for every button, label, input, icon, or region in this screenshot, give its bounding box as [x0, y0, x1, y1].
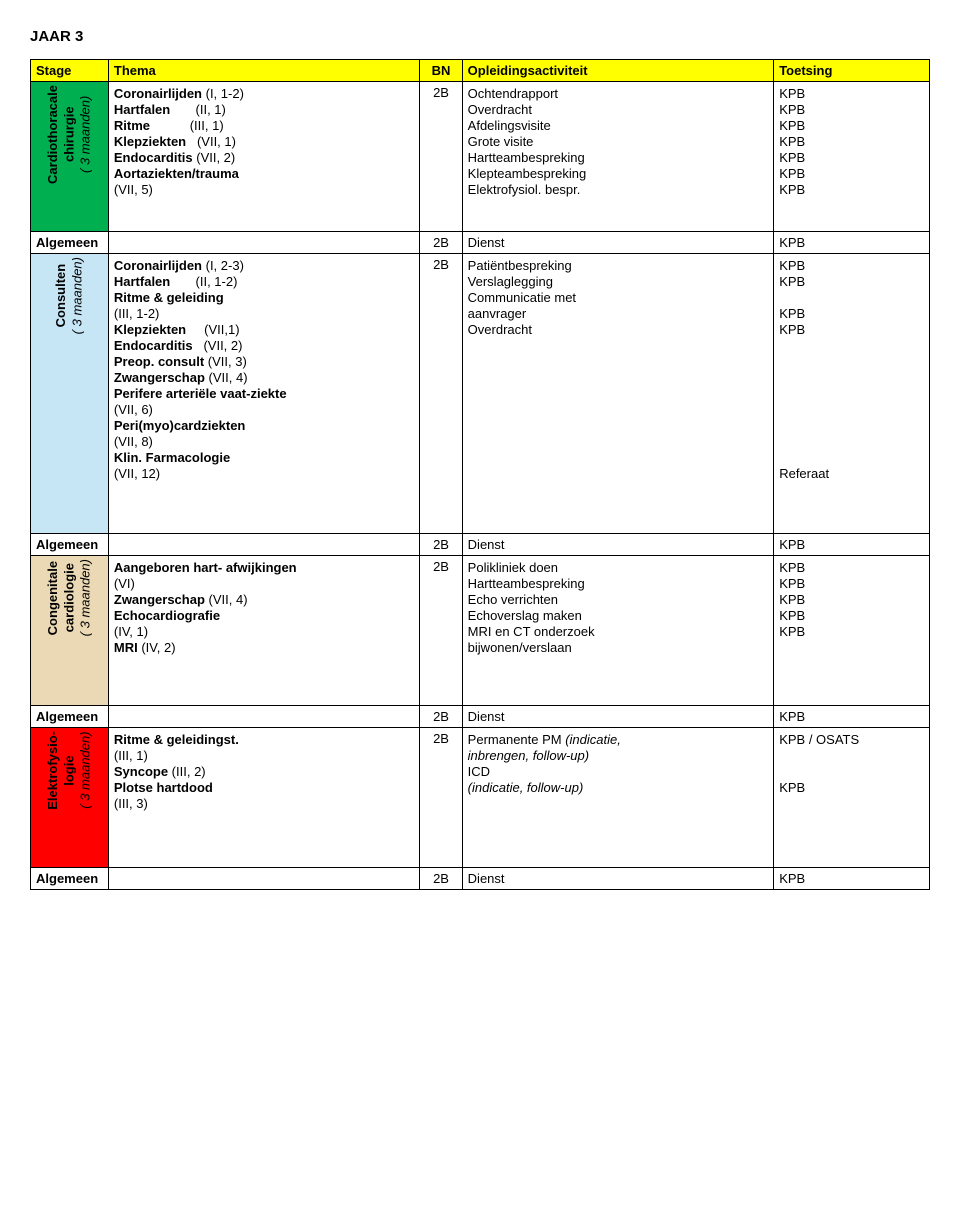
col-header-toetsing: Toetsing: [774, 60, 930, 82]
thema-cell: Aangeboren hart- afwijkingen(VI)Zwangers…: [108, 556, 420, 706]
stage-label: Elektrofysio-logie( 3 maanden): [45, 731, 94, 810]
algemeen-row: Algemeen 2BDienstKPB: [31, 534, 930, 556]
algemeen-toetsing: KPB: [774, 868, 930, 890]
page-title: JAAR 3: [30, 28, 930, 45]
stage-row: Cardiothoracalechirurgie( 3 maanden) Coro…: [31, 82, 930, 232]
stage-row: Congenitalecardiologie( 3 maanden) Aangeb…: [31, 556, 930, 706]
bn-cell: 2B: [420, 556, 462, 706]
activiteit-cell: Polikliniek doenHartteambesprekingEcho v…: [462, 556, 774, 706]
table-header-row: Stage Thema BN Opleidingsactiviteit Toet…: [31, 60, 930, 82]
algemeen-activiteit: Dienst: [462, 706, 774, 728]
curriculum-table: Stage Thema BN Opleidingsactiviteit Toet…: [30, 59, 930, 890]
algemeen-thema: [108, 868, 420, 890]
col-header-stage: Stage: [31, 60, 109, 82]
stage-label-cell: Cardiothoracalechirurgie( 3 maanden): [31, 82, 109, 232]
algemeen-activiteit: Dienst: [462, 232, 774, 254]
algemeen-activiteit: Dienst: [462, 534, 774, 556]
thema-cell: Coronairlijden (I, 1-2)Hartfalen (II, 1)…: [108, 82, 420, 232]
toetsing-cell: KPBKPBKPBKPBKPB: [774, 556, 930, 706]
bn-cell: 2B: [420, 254, 462, 534]
stage-label-cell: Congenitalecardiologie( 3 maanden): [31, 556, 109, 706]
stage-label-cell: Consulten( 3 maanden): [31, 254, 109, 534]
algemeen-toetsing: KPB: [774, 534, 930, 556]
stage-row: Elektrofysio-logie( 3 maanden) Ritme & ge…: [31, 728, 930, 868]
algemeen-bn: 2B: [420, 706, 462, 728]
col-header-bn: BN: [420, 60, 462, 82]
algemeen-label: Algemeen: [31, 868, 109, 890]
col-header-activiteit: Opleidingsactiviteit: [462, 60, 774, 82]
algemeen-row: Algemeen 2BDienstKPB: [31, 706, 930, 728]
algemeen-thema: [108, 232, 420, 254]
stage-label: Consulten( 3 maanden): [53, 257, 86, 334]
thema-cell: Coronairlijden (I, 2-3)Hartfalen (II, 1-…: [108, 254, 420, 534]
algemeen-label: Algemeen: [31, 706, 109, 728]
algemeen-row: Algemeen 2BDienstKPB: [31, 232, 930, 254]
algemeen-label: Algemeen: [31, 232, 109, 254]
toetsing-cell: KPBKPB KPBKPB Referaat: [774, 254, 930, 534]
activiteit-cell: OchtendrapportOverdrachtAfdelingsvisiteG…: [462, 82, 774, 232]
algemeen-toetsing: KPB: [774, 706, 930, 728]
algemeen-bn: 2B: [420, 232, 462, 254]
toetsing-cell: KPB / OSATS KPB: [774, 728, 930, 868]
activiteit-cell: Permanente PM (indicatie,inbrengen, foll…: [462, 728, 774, 868]
stage-row: Consulten( 3 maanden) Coronairlijden (I, …: [31, 254, 930, 534]
algemeen-thema: [108, 706, 420, 728]
algemeen-thema: [108, 534, 420, 556]
algemeen-row: Algemeen 2BDienstKPB: [31, 868, 930, 890]
stage-label-cell: Elektrofysio-logie( 3 maanden): [31, 728, 109, 868]
thema-cell: Ritme & geleidingst.(III, 1)Syncope (III…: [108, 728, 420, 868]
algemeen-bn: 2B: [420, 868, 462, 890]
stage-label: Congenitalecardiologie( 3 maanden): [45, 559, 94, 636]
bn-cell: 2B: [420, 728, 462, 868]
col-header-thema: Thema: [108, 60, 420, 82]
bn-cell: 2B: [420, 82, 462, 232]
algemeen-bn: 2B: [420, 534, 462, 556]
algemeen-toetsing: KPB: [774, 232, 930, 254]
activiteit-cell: PatiëntbesprekingVerslagleggingCommunica…: [462, 254, 774, 534]
stage-label: Cardiothoracalechirurgie( 3 maanden): [45, 85, 94, 184]
algemeen-activiteit: Dienst: [462, 868, 774, 890]
toetsing-cell: KPBKPBKPBKPBKPBKPBKPB: [774, 82, 930, 232]
algemeen-label: Algemeen: [31, 534, 109, 556]
